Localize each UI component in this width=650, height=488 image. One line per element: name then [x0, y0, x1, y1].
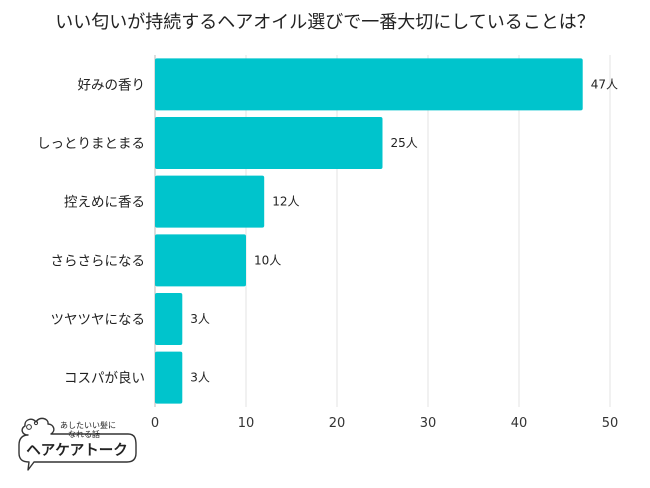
x-tick-label: 40: [511, 416, 528, 431]
sparkle-icon: [26, 424, 32, 430]
value-label: 3人: [190, 371, 210, 385]
bar: [155, 234, 246, 287]
bar: [155, 117, 383, 169]
logo-name: ヘアケアトーク: [26, 442, 128, 459]
value-labels: 47人 25人 12人 10人 3人 3人: [190, 77, 618, 384]
value-label: 3人: [190, 312, 210, 326]
bar: [155, 351, 183, 404]
category-label: しっとりまとまる: [37, 136, 145, 152]
value-label: 10人: [254, 253, 281, 267]
x-tick-label: 20: [329, 416, 346, 431]
bar: [155, 58, 583, 111]
value-label: 47人: [591, 77, 618, 91]
category-label: 控えめに香る: [64, 195, 145, 211]
x-tick-label: 10: [238, 416, 255, 431]
sparkle-icon: [33, 420, 39, 426]
x-axis-ticks: 0 10 20 30 40 50: [151, 416, 618, 431]
hair-care-talk-logo: あしたいい髪に なれる話 ヘアケアトーク: [18, 417, 137, 471]
grid-lines: [154, 55, 611, 407]
category-label: 好みの香り: [78, 77, 146, 93]
category-label: さらさらになる: [51, 253, 146, 269]
x-tick-label: 30: [420, 416, 437, 431]
bar: [155, 175, 265, 228]
x-tick-label: 50: [602, 416, 619, 431]
logo-tagline-2: なれる話: [68, 429, 100, 439]
speech-bubble-icon: [18, 417, 137, 471]
value-label: 25人: [391, 136, 418, 150]
value-label: 12人: [272, 195, 299, 209]
x-tick-label: 0: [151, 416, 159, 431]
category-label: コスパが良い: [64, 371, 145, 387]
logo-tagline-1: あしたいい髪に: [60, 420, 116, 430]
chart-title: いい匂いが持続するヘアオイル選びで一番大切にしていることは？: [55, 12, 595, 33]
category-label: ツヤツヤになる: [51, 312, 146, 328]
bar: [155, 293, 183, 345]
bars: [155, 58, 583, 404]
